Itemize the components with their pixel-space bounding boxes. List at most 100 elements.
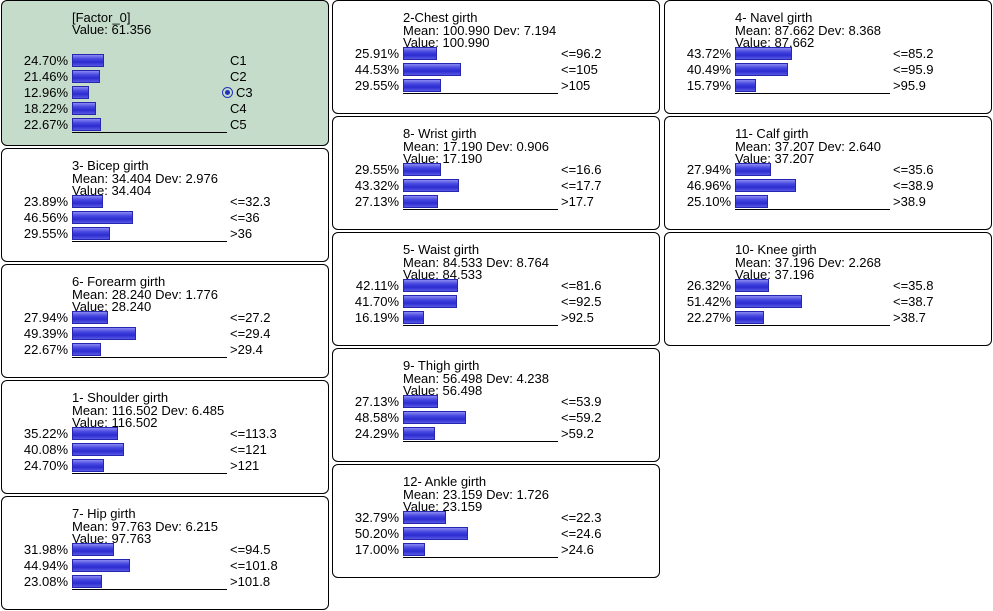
state-row[interactable]: 15.79% >95.9 xyxy=(665,78,991,94)
state-row[interactable]: 44.53% <=105 xyxy=(333,62,659,78)
state-row[interactable]: 21.46% C2 xyxy=(2,69,328,85)
state-row[interactable]: 43.32% <=17.7 xyxy=(333,178,659,194)
state-probability: 46.56% xyxy=(23,210,68,225)
state-row[interactable]: 17.00% >24.6 xyxy=(333,542,659,558)
state-row[interactable]: 51.42% <=38.7 xyxy=(665,294,991,310)
state-row[interactable]: 26.32% <=35.8 xyxy=(665,278,991,294)
node-title: 7- Hip girth xyxy=(72,506,136,521)
state-label: >36 xyxy=(230,226,253,241)
state-row[interactable]: 23.89% <=32.3 xyxy=(2,194,328,210)
state-label: <=105 xyxy=(561,62,598,77)
state-probability: 22.67% xyxy=(23,117,68,132)
state-probability: 44.53% xyxy=(354,62,399,77)
state-row[interactable]: 44.94% <=101.8 xyxy=(2,558,328,574)
state-probability: 24.70% xyxy=(23,53,68,68)
state-label: <=27.2 xyxy=(230,310,271,325)
state-row[interactable]: 18.22% C4 xyxy=(2,101,328,117)
state-row[interactable]: 40.49% <=95.9 xyxy=(665,62,991,78)
state-row[interactable]: 27.13% <=53.9 xyxy=(333,394,659,410)
state-label: >95.9 xyxy=(893,78,926,93)
state-row[interactable]: 50.20% <=24.6 xyxy=(333,526,659,542)
node-hip-girth[interactable]: 7- Hip girth Mean: 97.763 Dev: 6.215 Value… xyxy=(1,496,329,610)
state-row[interactable]: 22.27% >38.7 xyxy=(665,310,991,326)
state-label: >17.7 xyxy=(561,194,594,209)
probability-bar xyxy=(72,86,89,99)
probability-bar xyxy=(72,343,101,356)
state-row[interactable]: 29.55% <=16.6 xyxy=(333,162,659,178)
state-row[interactable]: 29.55% >105 xyxy=(333,78,659,94)
state-row[interactable]: 29.55% >36 xyxy=(2,226,328,242)
probability-bar xyxy=(72,195,103,208)
state-row[interactable]: 24.29% >59.2 xyxy=(333,426,659,442)
bar-axis-line xyxy=(72,357,227,358)
state-row[interactable]: 25.91% <=96.2 xyxy=(333,46,659,62)
node-calf-girth[interactable]: 11- Calf girth Mean: 37.207 Dev: 2.640 Val… xyxy=(664,116,992,230)
probability-bar xyxy=(403,395,438,408)
node-chest-girth[interactable]: 2-Chest girth Mean: 100.990 Dev: 7.194 Val… xyxy=(332,0,660,114)
node-mean-dev: Mean: 23.159 Dev: 1.726 xyxy=(403,487,549,502)
node-factor[interactable]: [Factor_0] Value: 61.356 24.70% C1 21.46% C2 1… xyxy=(1,0,329,146)
state-row[interactable]: 41.70% <=92.5 xyxy=(333,294,659,310)
state-label: <=121 xyxy=(230,442,267,457)
state-row[interactable]: 23.08% >101.8 xyxy=(2,574,328,590)
state-row[interactable]: 24.70% C1 xyxy=(2,53,328,69)
state-row[interactable]: 22.67% C5 xyxy=(2,117,328,133)
node-value: Value: 116.502 xyxy=(72,415,158,430)
node-bicep-girth[interactable]: 3- Bicep girth Mean: 34.404 Dev: 2.976 Val… xyxy=(1,148,329,262)
state-row[interactable]: 31.98% <=94.5 xyxy=(2,542,328,558)
state-row[interactable]: 16.19% >92.5 xyxy=(333,310,659,326)
node-ankle-girth[interactable]: 12- Ankle girth Mean: 23.159 Dev: 1.726 Va… xyxy=(332,464,660,578)
state-probability: 29.55% xyxy=(354,162,399,177)
state-row[interactable]: 35.22% <=113.3 xyxy=(2,426,328,442)
bar-axis-line xyxy=(735,325,890,326)
state-row[interactable]: 27.94% <=35.6 xyxy=(665,162,991,178)
state-label: >105 xyxy=(561,78,591,93)
state-row[interactable]: 24.70% >121 xyxy=(2,458,328,474)
node-waist-girth[interactable]: 5- Waist girth Mean: 84.533 Dev: 8.764 Val… xyxy=(332,232,660,346)
state-label: >29.4 xyxy=(230,342,263,357)
node-navel-girth[interactable]: 4- Navel girth Mean: 87.662 Dev: 8.368 Val… xyxy=(664,0,992,114)
bar-axis-line xyxy=(403,93,558,94)
state-row[interactable]: 27.94% <=27.2 xyxy=(2,310,328,326)
state-row[interactable]: 22.67% >29.4 xyxy=(2,342,328,358)
node-forearm-girth[interactable]: 6- Forearm girth Mean: 28.240 Dev: 1.776 V… xyxy=(1,264,329,378)
probability-bar xyxy=(72,70,100,83)
state-probability: 44.94% xyxy=(23,558,68,573)
state-row[interactable]: 49.39% <=29.4 xyxy=(2,326,328,342)
node-title: 12- Ankle girth xyxy=(403,474,487,489)
state-row[interactable]: 12.96% C3 xyxy=(2,85,328,101)
state-label: <=81.6 xyxy=(561,278,602,293)
state-row[interactable]: 46.96% <=38.9 xyxy=(665,178,991,194)
probability-bar xyxy=(72,102,96,115)
bar-axis-line xyxy=(403,325,558,326)
node-mean-dev: Mean: 56.498 Dev: 4.238 xyxy=(403,371,549,386)
state-probability: 42.11% xyxy=(355,278,399,293)
state-row[interactable]: 48.58% <=59.2 xyxy=(333,410,659,426)
bar-axis-line xyxy=(403,557,558,558)
probability-bar xyxy=(403,63,461,76)
state-row[interactable]: 25.10% >38.9 xyxy=(665,194,991,210)
state-row[interactable]: 32.79% <=22.3 xyxy=(333,510,659,526)
node-knee-girth[interactable]: 10- Knee girth Mean: 37.196 Dev: 2.268 Val… xyxy=(664,232,992,346)
node-thigh-girth[interactable]: 9- Thigh girth Mean: 56.498 Dev: 4.238 Val… xyxy=(332,348,660,462)
state-row[interactable]: 40.08% <=121 xyxy=(2,442,328,458)
probability-bar xyxy=(72,311,108,324)
state-row[interactable]: 42.11% <=81.6 xyxy=(333,278,659,294)
node-title: 3- Bicep girth xyxy=(72,158,149,173)
node-wrist-girth[interactable]: 8- Wrist girth Mean: 17.190 Dev: 0.906 Val… xyxy=(332,116,660,230)
state-label: <=96.2 xyxy=(561,46,602,61)
node-title: 8- Wrist girth xyxy=(403,126,477,141)
state-row[interactable]: 27.13% >17.7 xyxy=(333,194,659,210)
state-probability: 12.96% xyxy=(23,85,68,100)
state-label: >101.8 xyxy=(230,574,271,589)
probability-bar xyxy=(72,227,110,240)
state-probability: 48.58% xyxy=(354,410,399,425)
node-title: 1- Shoulder girth xyxy=(72,390,169,405)
state-row[interactable]: 46.56% <=36 xyxy=(2,210,328,226)
state-probability: 50.20% xyxy=(354,526,399,541)
state-row[interactable]: 43.72% <=85.2 xyxy=(665,46,991,62)
node-shoulder-girth[interactable]: 1- Shoulder girth Mean: 116.502 Dev: 6.48… xyxy=(1,380,329,494)
state-label: <=101.8 xyxy=(230,558,278,573)
node-value: Value: 37.207 xyxy=(735,151,815,166)
state-label: <=59.2 xyxy=(561,410,602,425)
